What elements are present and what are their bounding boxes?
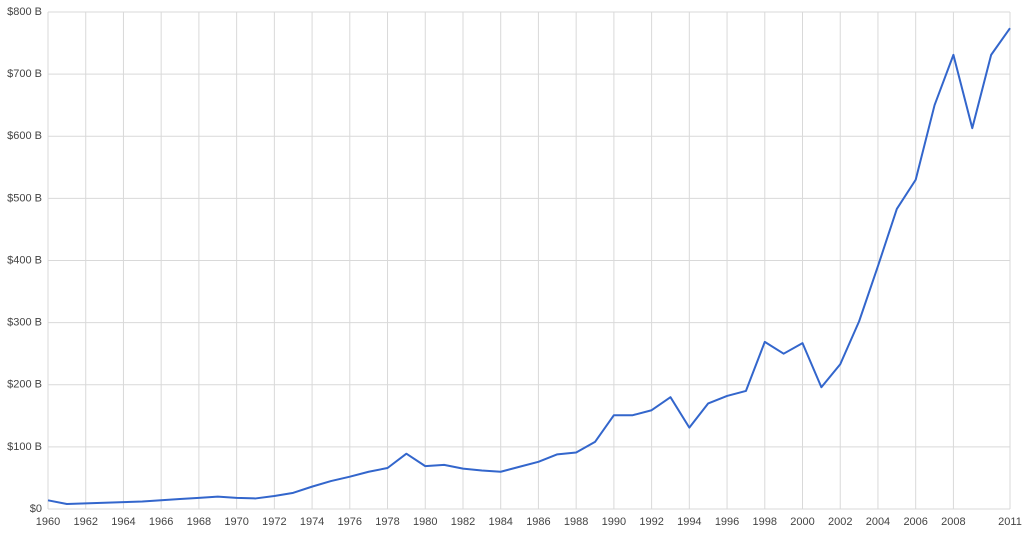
x-tick-label: 1966	[149, 516, 173, 528]
x-tick-label: 1970	[224, 516, 248, 528]
x-tick-label: 1960	[36, 516, 60, 528]
x-tick-label: 1962	[73, 516, 97, 528]
x-tick-label: 1996	[715, 516, 739, 528]
y-tick-label: $800 B	[7, 6, 42, 18]
x-tick-label: 1992	[639, 516, 663, 528]
x-tick-label: 1994	[677, 516, 701, 528]
y-tick-label: $400 B	[7, 254, 42, 266]
x-tick-label: 1976	[338, 516, 362, 528]
x-tick-label: 1988	[564, 516, 588, 528]
x-tick-label: 2011	[998, 516, 1022, 528]
y-tick-label: $700 B	[7, 68, 42, 80]
x-tick-label: 1984	[488, 516, 512, 528]
x-tick-label: 1978	[375, 516, 399, 528]
x-tick-label: 1972	[262, 516, 286, 528]
y-tick-label: $500 B	[7, 192, 42, 204]
x-tick-label: 2004	[866, 516, 890, 528]
x-tick-label: 2002	[828, 516, 852, 528]
y-tick-label: $300 B	[7, 317, 42, 329]
x-tick-label: 2006	[903, 516, 927, 528]
x-tick-label: 2000	[790, 516, 814, 528]
x-tick-label: 1982	[451, 516, 475, 528]
y-tick-label: $0	[30, 503, 42, 515]
x-tick-label: 1968	[187, 516, 211, 528]
x-tick-label: 1974	[300, 516, 324, 528]
y-tick-label: $600 B	[7, 130, 42, 142]
x-tick-label: 1998	[753, 516, 777, 528]
x-tick-label: 1964	[111, 516, 135, 528]
x-tick-label: 1986	[526, 516, 550, 528]
x-tick-label: 1980	[413, 516, 437, 528]
y-tick-label: $100 B	[7, 441, 42, 453]
x-tick-label: 2008	[941, 516, 965, 528]
x-tick-label: 1990	[602, 516, 626, 528]
line-series	[47, 27, 1011, 506]
y-tick-label: $200 B	[7, 379, 42, 391]
